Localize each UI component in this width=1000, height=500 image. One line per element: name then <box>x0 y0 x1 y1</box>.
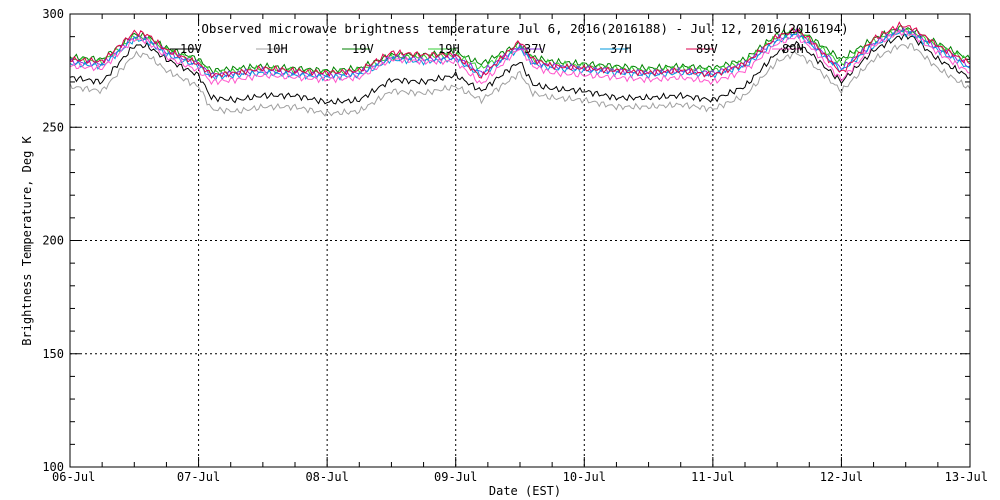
legend-label-37h: 37H <box>610 42 632 56</box>
series-line-89h <box>69 29 971 86</box>
y-tick-labels: 100 150 200 250 300 <box>42 7 64 474</box>
y-tick-label: 250 <box>42 120 64 134</box>
series-line-10v <box>69 34 971 105</box>
axis-ticks <box>69 13 971 468</box>
y-tick-label: 100 <box>42 460 64 474</box>
series-line-10h <box>69 43 971 117</box>
y-tick-label: 200 <box>42 234 64 248</box>
series-line-89v <box>69 21 971 79</box>
x-axis-label: Date (EST) <box>489 484 561 498</box>
x-tick-label: 08-Jul <box>305 470 348 484</box>
x-tick-label: 10-Jul <box>563 470 606 484</box>
legend: 10V 10H 19V 19H 37V 37H 89V 89H <box>170 42 804 56</box>
legend-label-89v: 89V <box>696 42 718 56</box>
x-tick-label: 07-Jul <box>177 470 220 484</box>
legend-label-19h: 19H <box>438 42 460 56</box>
legend-label-89h: 89H <box>782 42 804 56</box>
y-tick-label: 300 <box>42 7 64 21</box>
x-tick-labels: 06-Jul 07-Jul 08-Jul 09-Jul 10-Jul 11-Jul 12-J… <box>52 470 988 484</box>
x-tick-label: 12-Jul <box>820 470 863 484</box>
x-tick-label: 09-Jul <box>434 470 477 484</box>
y-tick-label: 150 <box>42 347 64 361</box>
plot-frame <box>69 13 971 468</box>
grid <box>70 14 970 467</box>
series-lines <box>69 21 971 117</box>
legend-label-10v: 10V <box>180 42 202 56</box>
x-tick-label: 11-Jul <box>691 470 734 484</box>
x-tick-label: 06-Jul <box>52 470 95 484</box>
legend-label-19v: 19V <box>352 42 374 56</box>
series-line-37h <box>69 30 971 82</box>
legend-label-37v: 37V <box>524 42 546 56</box>
legend-label-10h: 10H <box>266 42 288 56</box>
chart-title: Observed microwave brightness temperatur… <box>201 21 848 36</box>
y-axis-label: Brightness Temperature, Deg K <box>20 135 34 345</box>
x-tick-label: 13-Jul <box>945 470 988 484</box>
